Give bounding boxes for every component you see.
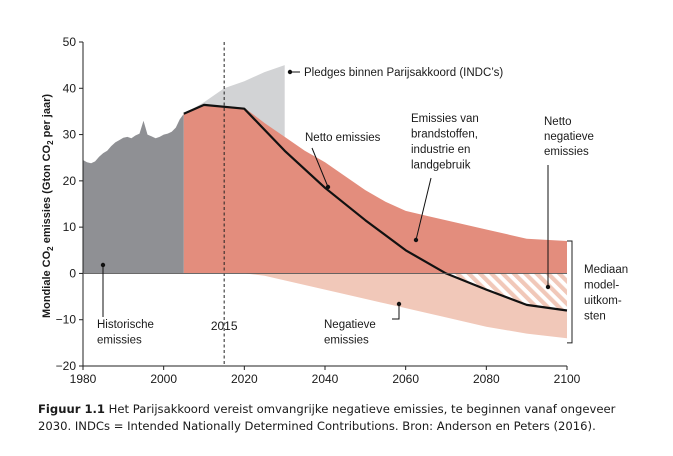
leader-negatieve-emissies	[392, 304, 400, 320]
figure-caption: Figuur 1.1 Het Parijsakkoord vereist omv…	[38, 401, 638, 435]
x-tick-label: 2020	[231, 372, 258, 386]
x-tick-label: 2000	[150, 372, 177, 386]
area-netto-negatieve-emissies	[446, 273, 567, 311]
y-tick-label: −10	[56, 313, 77, 327]
annotation-brandstoffen: landgebruik	[411, 160, 471, 172]
area-historische-emissies	[83, 113, 184, 274]
reference-label-2015: 2015	[211, 319, 238, 333]
leader-brandstoffen	[415, 177, 432, 241]
y-axis-label-subscript: 2	[46, 140, 55, 145]
annotation-historische-emissies: Historische	[97, 319, 154, 331]
annotation-netto-negatieve-emissies: emissies	[544, 146, 589, 158]
leader-netto-emissies	[311, 147, 329, 188]
x-tick-label: 2060	[392, 372, 419, 386]
line-netto-emissies	[183, 103, 568, 312]
bracket-label-line: sten	[584, 311, 606, 323]
y-tick-label: 50	[63, 35, 77, 49]
y-axis-label: Mondiale CO2 emissies (Gton CO2 per jaar…	[41, 94, 55, 318]
y-axis-label-part: per jaar)	[41, 94, 53, 141]
bracket-mediaan	[567, 240, 573, 344]
annotation-pledges: Pledges binnen Parijsakkoord (INDC’s)	[304, 67, 503, 79]
x-tick-label: 1980	[70, 372, 97, 386]
y-axis-label-part: Mondiale CO	[41, 250, 53, 318]
annotation-netto-negatieve-emissies: Netto	[544, 116, 572, 128]
caption-text: Het Parijsakkoord vereist omvangrijke ne…	[38, 402, 616, 433]
x-tick-label: 2100	[554, 372, 581, 386]
annotation-netto-negatieve-emissies: negatieve	[544, 131, 594, 143]
y-tick-label: 10	[63, 220, 77, 234]
annotation-brandstoffen: industrie en	[411, 144, 470, 156]
y-tick-label: −20	[56, 359, 77, 373]
bracket-label-line: uitkom-	[584, 295, 622, 307]
area-emissies-brandstoffen	[183, 104, 568, 274]
y-axis-label-subscript: 2	[46, 246, 55, 251]
annotation-negatieve-emissies: Negatieve	[324, 319, 376, 331]
y-tick-label: 40	[63, 81, 77, 95]
x-tick-label: 2040	[312, 372, 339, 386]
y-axis-label-part: emissies (Gton CO	[41, 144, 53, 246]
annotation-netto-emissies: Netto emissies	[305, 132, 381, 144]
annotation-historische-emissies: emissies	[97, 335, 142, 347]
y-tick-label: 30	[63, 128, 77, 142]
annotation-brandstoffen: brandstoffen,	[411, 129, 478, 141]
x-tick-label: 2080	[473, 372, 500, 386]
y-tick-label: 0	[69, 266, 76, 280]
caption-label: Figuur 1.1	[38, 402, 105, 416]
annotation-negatieve-emissies: emissies	[324, 335, 369, 347]
bracket-label-line: model-	[584, 280, 619, 292]
annotation-brandstoffen: Emissies van	[411, 113, 479, 125]
y-tick-label: 20	[63, 174, 77, 188]
bracket-label-line: Mediaan	[584, 264, 628, 276]
